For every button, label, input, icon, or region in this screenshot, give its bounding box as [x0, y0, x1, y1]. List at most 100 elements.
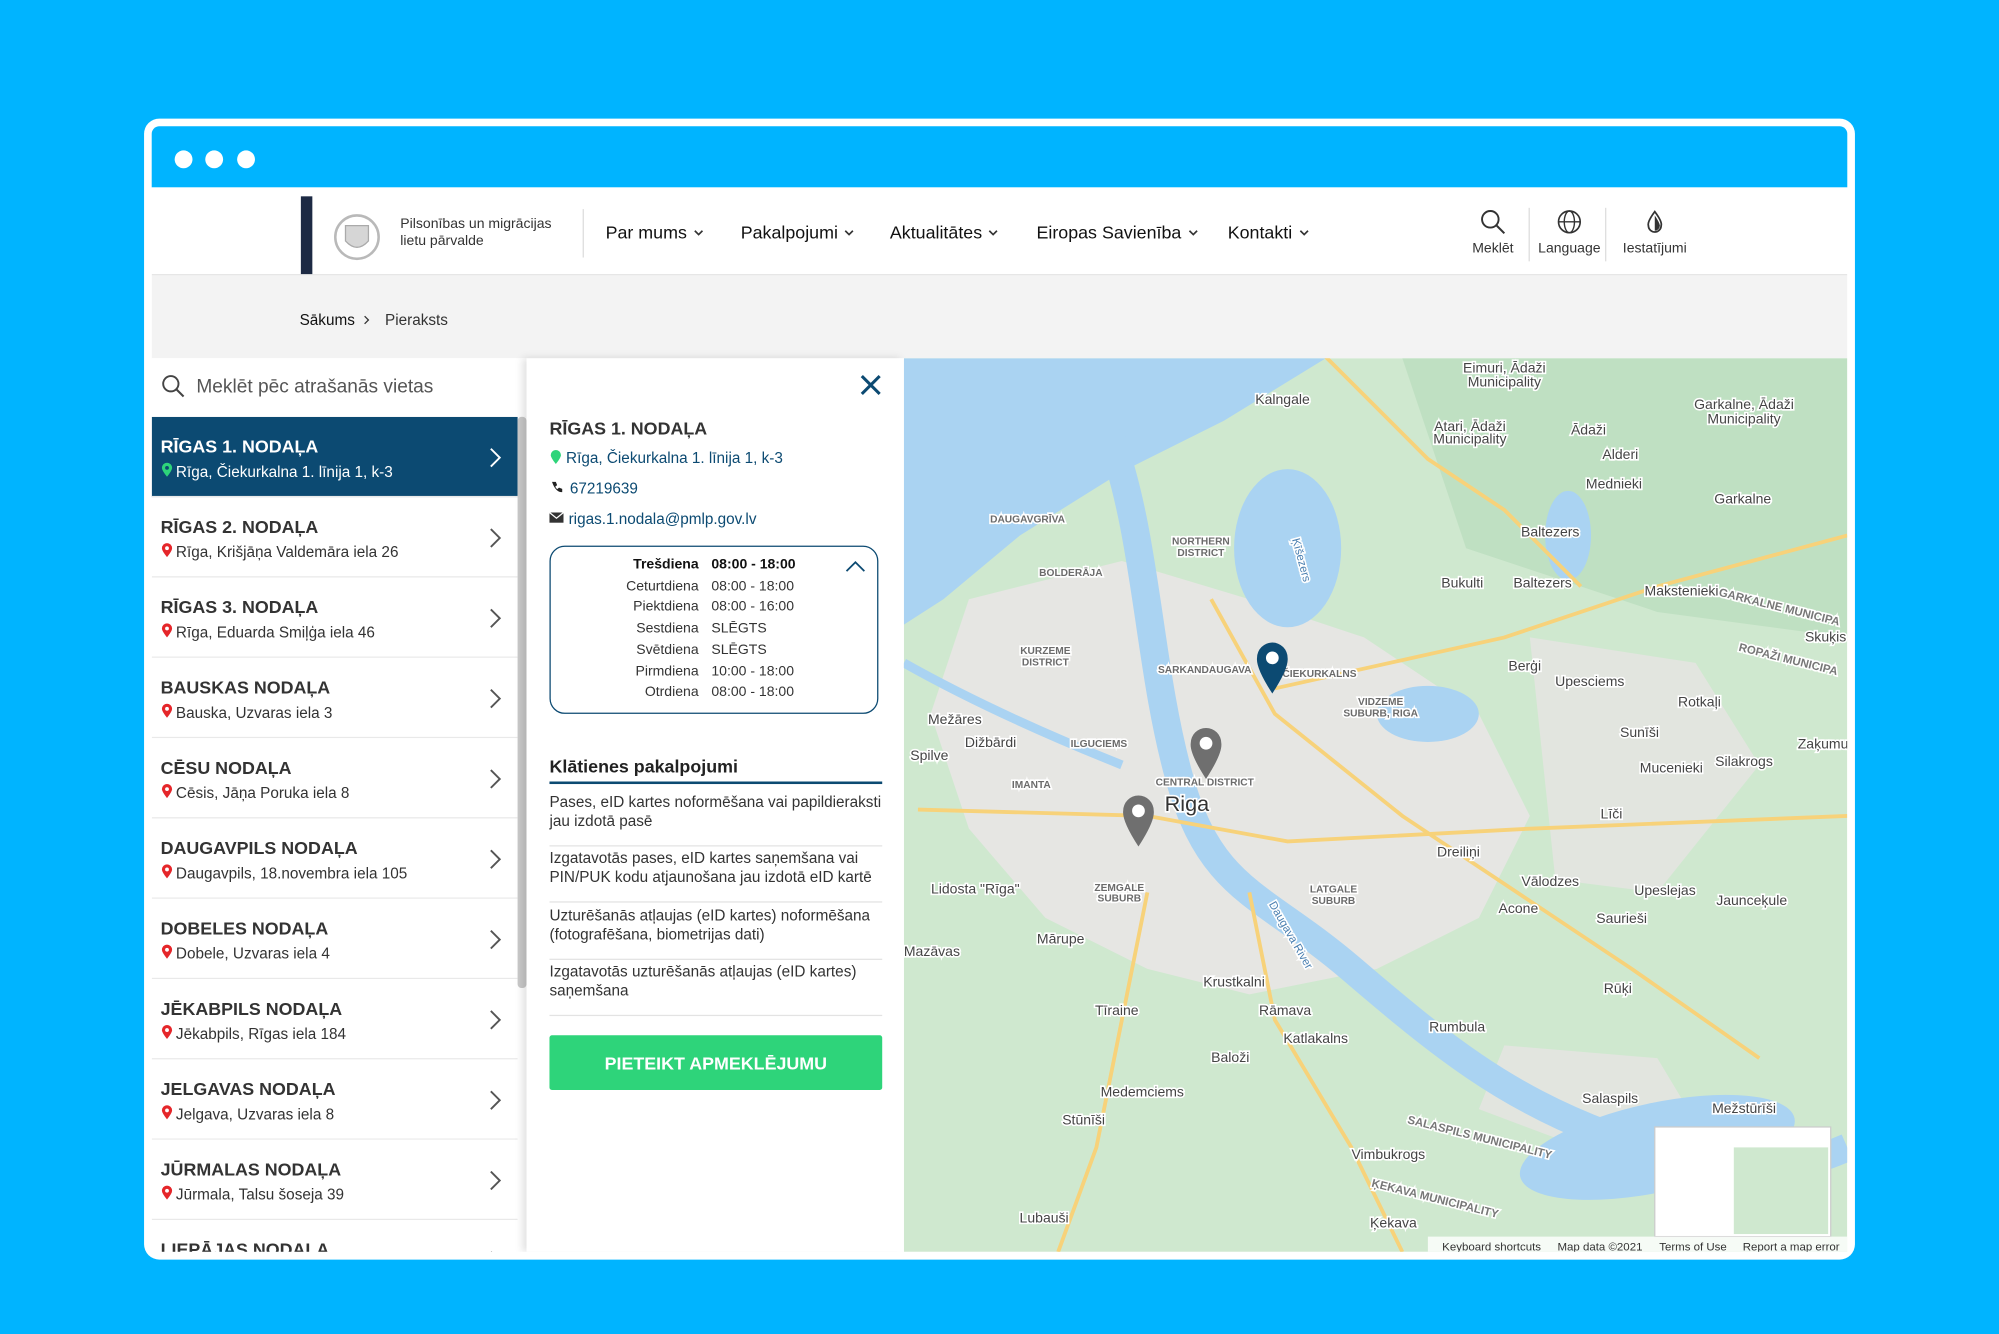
office-item[interactable]: RĪGAS 2. NODAĻA Rīga, Krišjāņa Valdemāra …	[151, 497, 518, 578]
caret	[844, 230, 854, 236]
chevron	[490, 769, 502, 789]
lake	[1545, 490, 1592, 581]
map-label: Lidosta "Rīga"	[931, 881, 1020, 897]
map: Eimuri, ĀdažiMunicipalityKalngaleAtari, …	[903, 358, 1848, 1252]
detail-address[interactable]: Rīga, Čiekurkalna 1. līnija 1, k-3	[566, 448, 783, 467]
map-label: SARKANDAUGAVA	[1158, 665, 1252, 676]
map-label: VIDZEME	[1358, 697, 1403, 708]
pin-hole	[1132, 804, 1145, 818]
phone-icon	[552, 481, 563, 493]
office-item[interactable]: JŪRMALAS NODAĻA Jūrmala, Talsu šoseja 39	[151, 1139, 518, 1221]
office-item[interactable]: JELGAVAS NODAĻA Jelgava, Uzvaras iela 8	[151, 1059, 518, 1140]
hours-day: Trešdiena	[633, 557, 699, 573]
map-pin[interactable]	[1123, 795, 1154, 847]
pin-hole	[165, 1108, 169, 1113]
nav-item[interactable]: Pakalpojumi	[740, 221, 838, 243]
chevron	[490, 1090, 502, 1110]
window-dot	[174, 150, 193, 169]
breadcrumb-bar	[151, 275, 1848, 359]
map-footer-link[interactable]: Terms of Use	[1659, 1242, 1727, 1252]
pin-hole	[165, 787, 169, 792]
caret[interactable]	[845, 560, 865, 572]
hours-time: SLĒGTS	[711, 642, 767, 658]
caret	[1299, 230, 1309, 236]
road	[917, 807, 1848, 844]
chevron	[490, 1010, 502, 1030]
nav-item[interactable]: Kontakti	[1227, 221, 1293, 243]
office-name: RĪGAS 3. NODAĻA	[160, 596, 319, 618]
tool-label[interactable]: Meklēt	[1472, 240, 1514, 257]
nav-item[interactable]: Par mums	[605, 221, 687, 243]
chevron	[490, 1090, 502, 1110]
map-label: KURZEME	[1020, 646, 1071, 657]
map-pin[interactable]	[1190, 727, 1222, 779]
detail-email[interactable]: rigas.1.nodala@pmlp.gov.lv	[568, 509, 757, 528]
office-item[interactable]: RĪGAS 1. NODAĻA Rīga, Čiekurkalna 1. līni…	[151, 416, 518, 498]
map-label: Katlakalns	[1283, 1030, 1348, 1046]
close[interactable]	[860, 375, 881, 396]
search-placeholder: Meklēt pēc atrašanās vietas	[196, 376, 434, 398]
nav-item[interactable]: Eiropas Savienība	[1036, 221, 1182, 243]
office-item[interactable]: DAUGAVPILS NODAĻA Daugavpils, 18.novembra…	[151, 818, 518, 899]
office-item[interactable]: DOBELES NODAĻA Dobele, Uzvaras iela 4	[151, 898, 518, 980]
minimap-map	[1733, 1147, 1829, 1235]
map-label: ILGUCIEMS	[1071, 739, 1128, 750]
map-label: Rotkaļi	[1678, 693, 1721, 709]
map-label: Municipality	[1433, 431, 1506, 447]
map-label: DAUGAVGRĪVA	[990, 514, 1066, 526]
breadcrumb-link[interactable]: Sākums	[299, 311, 355, 329]
map-label: Tīraine	[1095, 1002, 1139, 1018]
chevron	[490, 769, 502, 789]
nav-caret	[844, 230, 854, 236]
map-label: Mucenieki	[1640, 760, 1703, 776]
map-footer-link[interactable]: Report a map error	[1743, 1242, 1840, 1252]
office-item[interactable]: CĒSU NODAĻA Cēsis, Jāņa Poruka iela 8	[151, 738, 518, 819]
map-footer-link[interactable]: Map data ©2021	[1557, 1242, 1642, 1252]
map-label: SUBURB, RIGA	[1343, 708, 1418, 719]
urban-area	[930, 560, 1530, 995]
hours-time: 08:00 - 18:00	[711, 557, 796, 573]
map-label: Krustkalni	[1203, 974, 1265, 990]
tool-label[interactable]: Language	[1538, 240, 1601, 257]
map-label: Vimbukrogs	[1351, 1146, 1425, 1162]
map-label: Kalngale	[1255, 391, 1310, 407]
chevron	[490, 608, 502, 628]
office-item[interactable]: LIEPĀJAS NODAĻA	[151, 1220, 518, 1252]
hours-box	[549, 545, 879, 714]
road	[1209, 598, 1761, 1060]
office-item[interactable]: JĒKABPILS NODAĻA Jēkabpils, Rīgas iela 18…	[151, 979, 518, 1060]
tool-label[interactable]: Iestatījumi	[1622, 240, 1687, 257]
office-item[interactable]: BAUSKAS NODAĻA Bauska, Uzvaras iela 3	[151, 657, 518, 739]
nav-item[interactable]: Aktualitātes	[889, 221, 983, 243]
office-name: JELGAVAS NODAĻA	[160, 1078, 336, 1099]
search-icon	[162, 375, 185, 398]
chevron	[490, 608, 502, 628]
nav-caret	[693, 230, 703, 236]
office-name: DOBELES NODAĻA	[160, 917, 329, 939]
detail-phone[interactable]: 67219639	[569, 479, 638, 498]
nav-caret	[989, 230, 998, 236]
pin	[550, 450, 561, 465]
map-pin-selected[interactable]	[1256, 642, 1288, 694]
map-label: CENTRAL DISTRICT	[1156, 777, 1255, 788]
title-bar	[151, 126, 1848, 188]
map-footer-link[interactable]: Keyboard shortcuts	[1442, 1242, 1541, 1252]
caret	[693, 230, 703, 236]
chevron	[490, 1251, 493, 1252]
office-item[interactable]: RĪGAS 3. NODAĻA Rīga, Eduarda Smiļģa iela…	[151, 577, 518, 658]
site: Pilsonības un migrācijas lietu pārvalde Pa…	[151, 187, 1848, 1252]
map-label: Baltezers	[1521, 524, 1579, 540]
map-label: Rāmava	[1259, 1002, 1311, 1018]
pin-icon	[161, 462, 173, 477]
lake	[1234, 469, 1342, 628]
pin-hole	[165, 867, 169, 872]
office-address: Jēkabpils, Rīgas iela 184	[175, 1024, 347, 1043]
service-item: Izgatavotās uzturēšanās atļaujas (eID ka…	[549, 962, 857, 1000]
pin-hole	[1265, 651, 1279, 665]
map-label: Mednieki	[1586, 475, 1642, 491]
icon	[175, 388, 185, 398]
service-divider	[549, 845, 883, 847]
tool-icon	[1647, 210, 1663, 233]
office-name: RĪGAS 2. NODAĻA	[160, 516, 319, 537]
book-visit-button[interactable]: PIETEIKT APMEKLĒJUMU	[549, 1035, 883, 1091]
